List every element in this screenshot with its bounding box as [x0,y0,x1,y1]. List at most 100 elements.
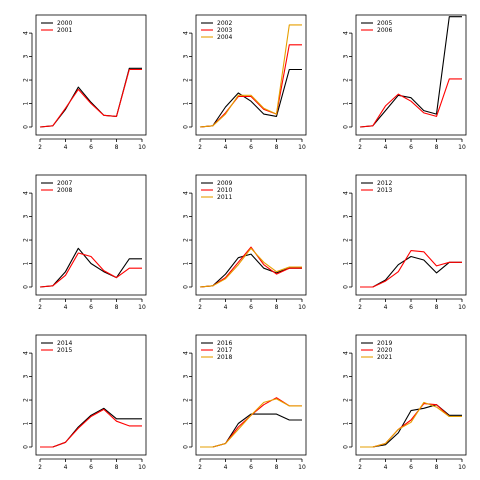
legend-label: 2010 [217,187,232,194]
y-tick-label: 3 [23,214,30,218]
x-tick-label: 4 [224,304,228,311]
series-line-2009 [199,253,302,288]
series-line-2011 [199,247,302,288]
y-tick-label: 2 [183,398,190,402]
y-tick-label: 2 [343,398,350,402]
y-axis: 0 1 2 3 4 [183,191,193,289]
legend-label: 2017 [217,347,232,354]
legend-label: 2014 [57,340,72,347]
x-tick-label: 4 [384,464,388,471]
legend-label: 2009 [217,180,232,187]
x-tick-label: 4 [64,144,68,151]
y-tick-label: 1 [23,421,30,425]
x-tick-label: 2 [198,304,202,311]
plot-frame [195,14,307,136]
y-tick-label: 3 [183,374,190,378]
legend-label: 2020 [377,347,392,354]
y-tick-label: 1 [23,101,30,105]
legend-label: 2008 [57,187,72,194]
y-axis: 0 1 2 3 4 [343,31,353,129]
legend-label: 2007 [57,180,72,187]
y-tick-label: 2 [23,78,30,82]
x-tick-label: 8 [275,144,279,151]
y-tick-label: 0 [23,285,30,289]
x-axis: 2 4 6 8 10 [198,458,306,471]
x-tick-label: 2 [38,464,42,471]
x-axis: 2 4 6 8 10 [358,138,466,151]
plot-frame [195,334,307,456]
y-tick-label: 1 [183,101,190,105]
y-tick-label: 4 [23,191,30,195]
x-tick-label: 6 [409,144,413,151]
x-axis: 2 4 6 8 10 [198,138,306,151]
legend-label: 2005 [377,20,392,27]
x-tick-label: 10 [298,464,306,471]
y-tick-label: 3 [343,374,350,378]
x-tick-label: 2 [38,144,42,151]
y-tick-label: 3 [183,54,190,58]
legend-label: 2021 [377,354,392,361]
y-tick-label: 2 [343,78,350,82]
series-line-2013 [360,250,462,288]
x-tick-label: 4 [64,464,68,471]
series-line-2002 [199,68,302,128]
x-tick-label: 10 [458,304,466,311]
y-tick-label: 4 [23,31,30,35]
series-line-2019 [360,404,462,448]
y-tick-label: 0 [183,445,190,449]
y-tick-label: 1 [343,421,350,425]
y-tick-label: 4 [343,31,350,35]
series-line-2003 [199,44,302,128]
y-tick-label: 0 [343,125,350,129]
y-tick-label: 0 [23,125,30,129]
series-line-2016 [200,413,302,448]
x-axis: 2 4 6 8 10 [358,458,466,471]
y-tick-label: 0 [183,285,190,289]
plot-frame [355,14,467,136]
x-tick-label: 2 [358,304,362,311]
x-tick-label: 6 [89,464,93,471]
y-axis: 0 1 2 3 4 [183,351,193,449]
x-tick-label: 6 [89,304,93,311]
x-tick-label: 10 [458,464,466,471]
x-tick-label: 10 [138,144,146,151]
x-tick-label: 4 [224,144,228,151]
y-tick-label: 1 [183,421,190,425]
y-axis: 0 1 2 3 4 [23,351,33,449]
y-tick-label: 4 [183,351,190,355]
y-tick-label: 1 [343,101,350,105]
series-line-2012 [360,255,462,288]
legend-label: 2004 [217,34,232,41]
y-tick-label: 3 [23,54,30,58]
y-tick-label: 3 [343,214,350,218]
y-tick-label: 2 [23,398,30,402]
legend-label: 2018 [217,354,232,361]
y-tick-label: 1 [23,261,30,265]
legend-label: 2003 [217,27,232,34]
x-tick-label: 10 [138,304,146,311]
y-tick-label: 4 [183,31,190,35]
x-tick-label: 10 [298,144,306,151]
x-axis: 2 4 6 8 10 [38,458,146,471]
plot-frame [35,174,147,296]
y-tick-label: 4 [343,351,350,355]
x-tick-label: 8 [115,144,119,151]
series-line-2001 [39,68,142,128]
series-line-2010 [199,246,302,288]
series-line-2018 [200,398,302,448]
y-axis: 0 1 2 3 4 [343,191,353,289]
